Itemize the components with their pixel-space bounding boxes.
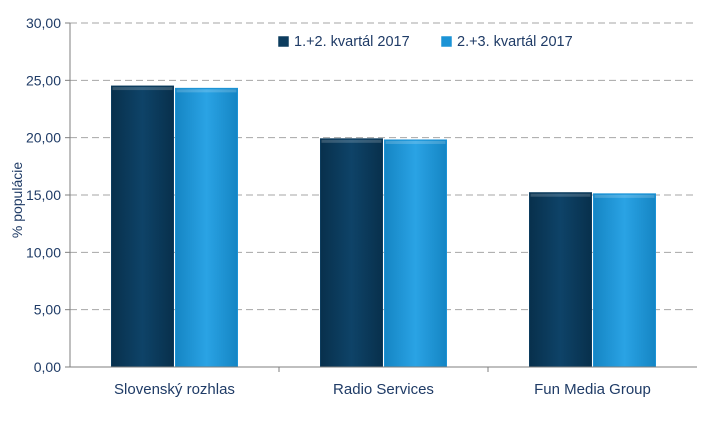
legend: 1.+2. kvartál 2017 2.+3. kvartál 2017: [277, 34, 573, 50]
gridlines: [70, 22, 697, 311]
bars: [111, 85, 656, 368]
bar-1-1: [111, 85, 174, 368]
y-tick-label: 5,00: [34, 302, 61, 318]
bar-2-3: [593, 193, 656, 368]
legend-label-2: 2.+3. kvartál 2017: [457, 34, 573, 50]
x-category-label: Radio Services: [333, 381, 434, 398]
bar-2-1: [175, 87, 238, 368]
bar-highlight: [385, 140, 446, 144]
bar-highlight: [112, 87, 173, 91]
bar-highlight: [530, 193, 591, 197]
axes: 0,00 5,00 10,00 15,00 20,00 25,00 30,00 Slovens…: [26, 15, 697, 398]
bar-1-3: [529, 192, 592, 368]
y-tick-label: 10,00: [26, 244, 61, 260]
y-tick-label: 30,00: [26, 15, 61, 31]
legend-swatch-1: [277, 35, 290, 48]
x-category-label: Fun Media Group: [534, 381, 651, 398]
bar-1-2: [320, 138, 383, 368]
bar-2-2: [384, 139, 447, 368]
y-axis-title: % populácie: [9, 162, 25, 238]
bar-highlight: [321, 139, 382, 143]
y-tick-label: 0,00: [34, 359, 61, 375]
legend-label-1: 1.+2. kvartál 2017: [294, 34, 410, 50]
legend-swatch-2: [440, 35, 453, 48]
y-tick-label: 25,00: [26, 72, 61, 88]
bar-highlight: [594, 194, 655, 198]
x-category-label: Slovenský rozhlas: [114, 381, 235, 398]
y-tick-label: 15,00: [26, 187, 61, 203]
y-tick-label: 20,00: [26, 130, 61, 146]
bar-highlight: [176, 89, 237, 93]
